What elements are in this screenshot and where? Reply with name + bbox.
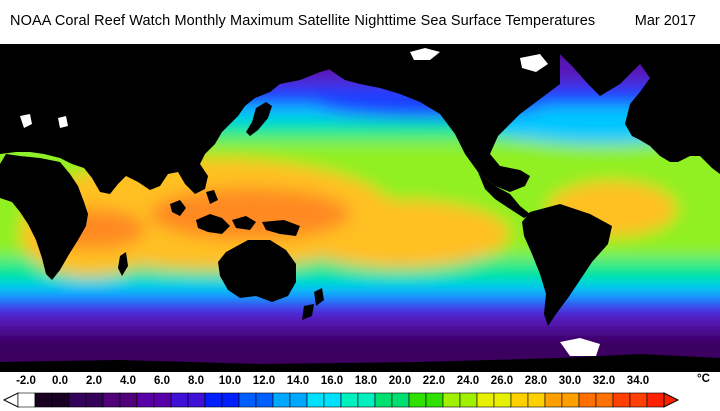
temperature-colorbar [2, 392, 680, 408]
colorbar-segment [561, 392, 580, 408]
colorbar-segment [153, 392, 172, 408]
colorbar-segment [119, 392, 138, 408]
legend-tick-label: 24.0 [456, 375, 480, 387]
colorbar-segment [170, 392, 189, 408]
legend-tick-label: 22.0 [422, 375, 446, 387]
colorbar-segment [289, 392, 308, 408]
colorbar-segment [136, 392, 155, 408]
legend-tick-label: 10.0 [218, 375, 242, 387]
colorbar-segment [425, 392, 444, 408]
colorbar-segment [510, 392, 529, 408]
colorbar-segment [442, 392, 461, 408]
colorbar-segment [357, 392, 376, 408]
antarctic-ice-shelf [560, 338, 600, 356]
colorbar-segment [391, 392, 410, 408]
colorbar-segment [102, 392, 121, 408]
colorbar-segment [17, 392, 36, 408]
colorbar-segment [187, 392, 206, 408]
colorbar-segment [238, 392, 257, 408]
legend-tick-label: 34.0 [626, 375, 650, 387]
legend-tick-label: 6.0 [154, 375, 170, 387]
eurasia-landmass [0, 44, 360, 194]
legend-tick-label: 8.0 [188, 375, 204, 387]
colorbar-segment [51, 392, 70, 408]
europe-africa-landmass [625, 44, 720, 174]
colorbar-segment [527, 392, 546, 408]
legend-tick-label: 4.0 [120, 375, 136, 387]
legend-tick-label: 14.0 [286, 375, 310, 387]
maritime-southeast-asia [170, 190, 300, 236]
australia-landmass [218, 240, 296, 302]
north-america-landmass [330, 44, 560, 192]
legend-tick-label: 0.0 [52, 375, 68, 387]
european-ice-patch [20, 114, 68, 128]
colorbar-segment [595, 392, 614, 408]
map-title: NOAA Coral Reef Watch Monthly Maximum Sa… [10, 13, 596, 29]
colorbar-segment [646, 392, 665, 408]
new-zealand-islands [302, 288, 324, 320]
colorbar-low-arrow [2, 392, 19, 408]
colorbar-segment [323, 392, 342, 408]
colorbar-segment [272, 392, 291, 408]
antarctica-landmass [0, 354, 720, 372]
colorbar-segment [374, 392, 393, 408]
map-date: Mar 2017 [634, 13, 696, 29]
legend-tick-label: -2.0 [16, 375, 36, 387]
colorbar-segment [34, 392, 53, 408]
legend-tick-label: 12.0 [252, 375, 276, 387]
madagascar-island [118, 252, 128, 276]
colorbar-segment [408, 392, 427, 408]
canadian-ice-patch [520, 54, 548, 72]
legend-tick-label: 26.0 [490, 375, 514, 387]
colorbar-segment [204, 392, 223, 408]
legend-tick-label: 30.0 [558, 375, 582, 387]
south-america-landmass [522, 204, 612, 326]
colorbar-segment [85, 392, 104, 408]
legend-unit-label: °C [697, 373, 710, 385]
colorbar-segment [476, 392, 495, 408]
colorbar-segment [306, 392, 325, 408]
arctic-ice-patch [410, 48, 440, 60]
colorbar-segment [493, 392, 512, 408]
colorbar-segment [255, 392, 274, 408]
colorbar-segment [629, 392, 648, 408]
sst-band-south-cold [0, 310, 720, 330]
japan-islands [246, 102, 272, 136]
legend-tick-label: 20.0 [388, 375, 412, 387]
greenland-landmass [550, 44, 650, 96]
colorbar-segment [459, 392, 478, 408]
legend-tick-label: 18.0 [354, 375, 378, 387]
colorbar-high-arrow [663, 392, 680, 408]
legend-tick-label: 28.0 [524, 375, 548, 387]
colorbar-segment [612, 392, 631, 408]
colorbar-segment [340, 392, 359, 408]
colorbar-segment [578, 392, 597, 408]
central-america-landmass [478, 172, 530, 218]
legend-tick-label: 2.0 [86, 375, 102, 387]
colorbar-segment [544, 392, 563, 408]
sst-map-svg [0, 44, 720, 372]
temperature-legend: -2.0 0.0 2.0 4.0 6.0 8.0 10.0 12.0 14.0 16.0 18.0 2… [0, 372, 720, 411]
sst-world-map [0, 44, 720, 372]
legend-tick-label: 32.0 [592, 375, 616, 387]
title-bar: NOAA Coral Reef Watch Monthly Maximum Sa… [0, 0, 720, 44]
legend-tick-label: 16.0 [320, 375, 344, 387]
colorbar-segment [68, 392, 87, 408]
colorbar-segment [221, 392, 240, 408]
africa-west-edge [0, 154, 88, 280]
